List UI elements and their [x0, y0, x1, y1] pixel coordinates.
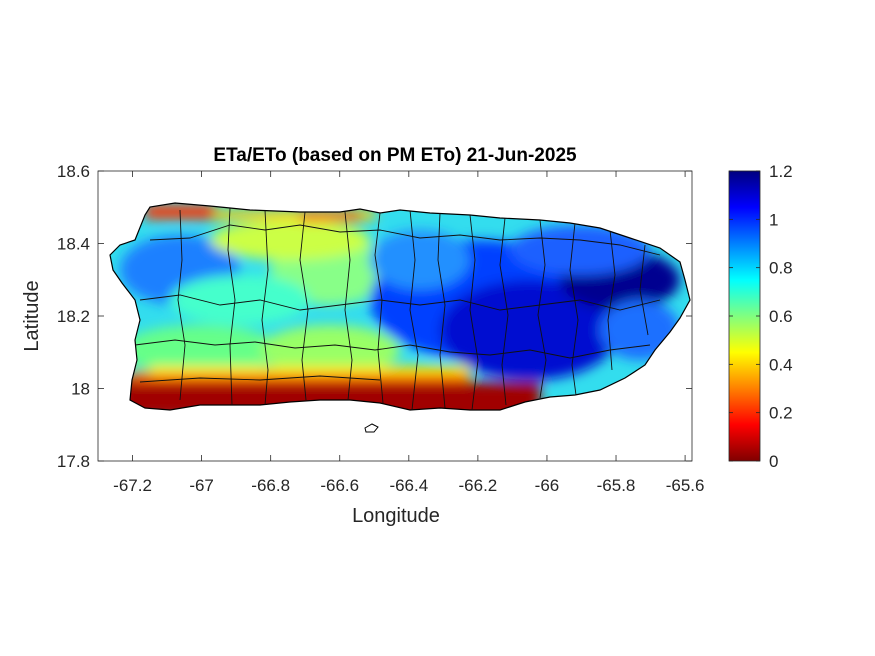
x-tick-label: -66.8 — [251, 476, 290, 495]
x-tick-label: -65.6 — [666, 476, 705, 495]
x-axis: -67.2 -67 -66.8 -66.6 -66.4 -66.2 -66 -65.8 -65.… — [113, 171, 704, 495]
y-tick-label: 18.4 — [57, 235, 90, 254]
x-axis-label: Longitude — [352, 505, 440, 527]
x-tick-label: -67 — [189, 476, 214, 495]
x-tick-label: -66.4 — [389, 476, 428, 495]
y-axis: 17.8 18 18.2 18.4 18.6 — [57, 162, 692, 471]
x-tick-label: -65.8 — [597, 476, 636, 495]
municipal-boundaries — [134, 207, 661, 410]
colorbar-ticks: 0 0.2 0.4 0.6 0.8 1 1.2 — [729, 162, 793, 471]
x-tick-label: -67.2 — [113, 476, 152, 495]
chart-title: ETa/ETo (based on PM ETo) 21-Jun-2025 — [213, 145, 577, 166]
colorbar-tick-label: 1 — [769, 210, 778, 229]
colorbar-tick-label: 1.2 — [769, 162, 793, 181]
colorbar-tick-label: 0.4 — [769, 355, 793, 374]
x-tick-label: -66.2 — [459, 476, 498, 495]
island-outline — [109, 202, 691, 411]
x-tick-label: -66.6 — [320, 476, 359, 495]
y-tick-label: 17.8 — [57, 452, 90, 471]
colorbar — [728, 170, 761, 462]
islet-southeast — [364, 423, 379, 433]
y-tick-label: 18 — [71, 380, 90, 399]
colorbar-tick-label: 0.6 — [769, 307, 793, 326]
y-axis-label: Latitude — [21, 280, 43, 351]
x-tick-label: -66 — [535, 476, 560, 495]
colorbar-tick-label: 0 — [769, 452, 778, 471]
colorbar-tick-label: 0.2 — [769, 404, 793, 423]
colorbar-tick-label: 0.8 — [769, 259, 793, 278]
y-tick-label: 18.6 — [57, 162, 90, 181]
y-tick-label: 18.2 — [57, 307, 90, 326]
